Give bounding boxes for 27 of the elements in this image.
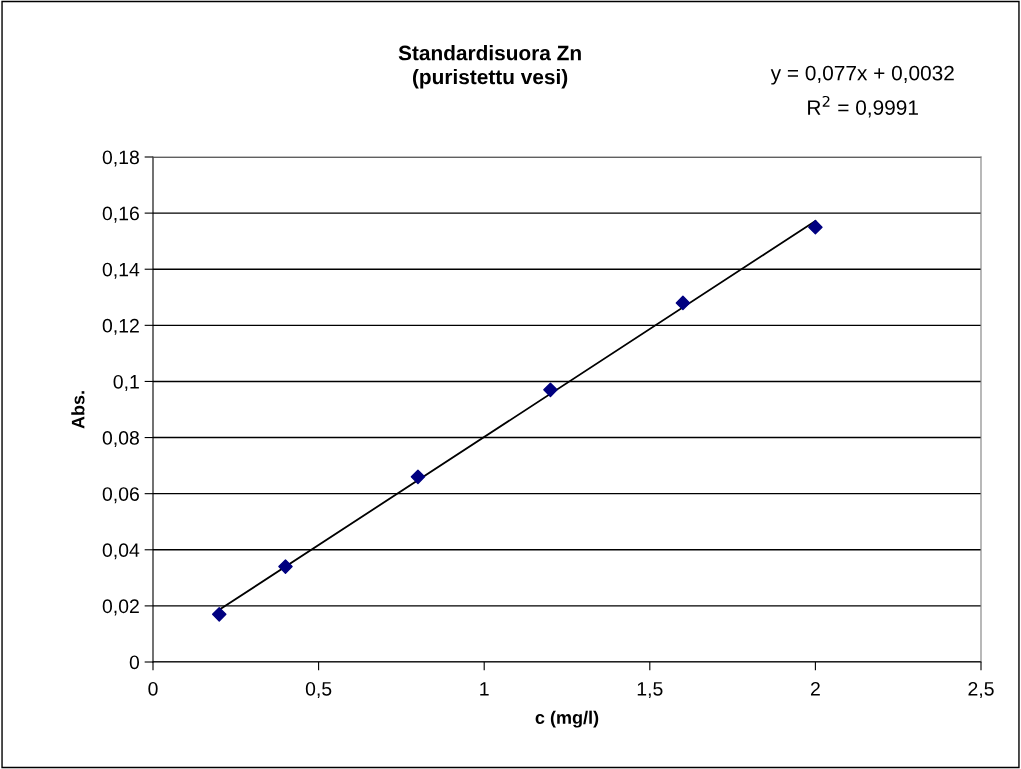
text: y = 0,077x + 0,0032 (770, 65, 954, 85)
y-tick-label: 0,04 (102, 543, 140, 560)
y-tick-label: 0,18 (102, 150, 139, 167)
x-tick-label: 1,5 (637, 682, 663, 699)
point (808, 219, 823, 235)
x-tick-label: 2 (810, 681, 820, 696)
x-tick-label: 2,5 (968, 681, 994, 699)
point (675, 295, 691, 311)
point (543, 382, 558, 398)
y-tick-label: 0,1 (113, 374, 139, 391)
y-tick-label: 0,12 (102, 318, 139, 335)
text: R$^{2}$ = 0,9991 (808, 95, 918, 118)
y-tick-label: 0,16 (102, 206, 139, 223)
y-tick-label: 0,06 (102, 487, 139, 504)
y-tick-label: 0 (129, 655, 140, 670)
x-tick-label: 0,5 (305, 681, 332, 699)
y-tick-label: 0,14 (102, 262, 140, 279)
chart-title: Standardisuora Zn (puristettu vesi) (398, 45, 581, 89)
x-tick-label: 0 (148, 681, 158, 696)
point (211, 607, 227, 622)
y-tick-label: 0,08 (102, 431, 139, 448)
point (278, 559, 293, 574)
y-axis-title: Abs. (71, 391, 85, 429)
x-tick-label: 1 (480, 682, 489, 696)
point (410, 469, 426, 485)
y-tick-label: 0,02 (102, 599, 139, 616)
x-axis-title: c (mg/l) (535, 710, 599, 728)
